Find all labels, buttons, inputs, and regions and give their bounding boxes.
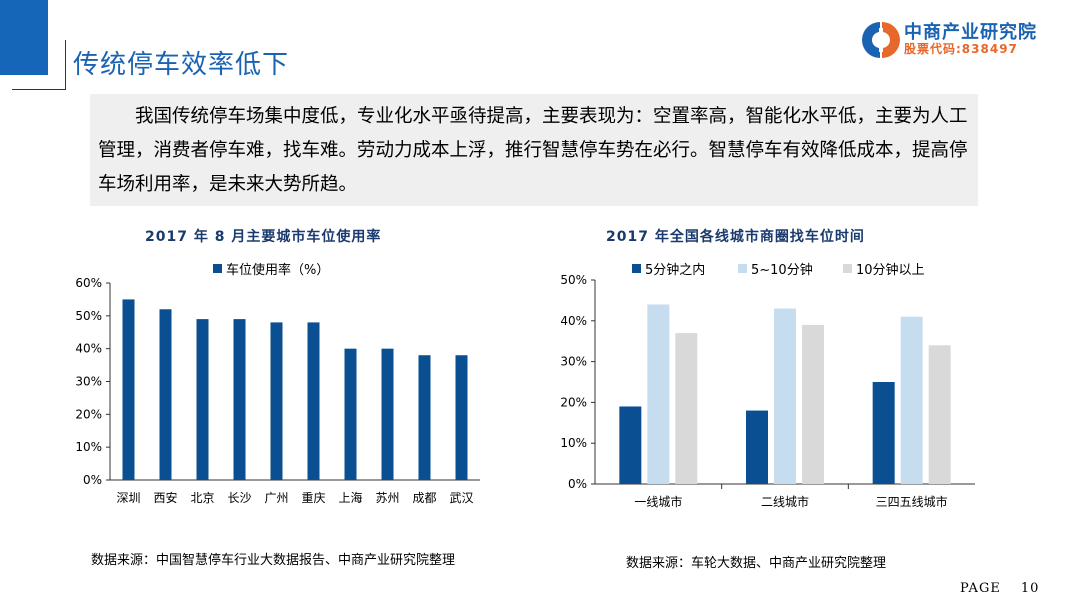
bar bbox=[455, 355, 468, 480]
y-tick-label: 60% bbox=[75, 276, 102, 290]
page-label: PAGE bbox=[960, 581, 1001, 596]
x-tick-label: 长沙 bbox=[227, 491, 251, 505]
legend-swatch bbox=[738, 264, 747, 273]
y-tick-label: 10% bbox=[75, 440, 102, 454]
chart-left-legend: 车位使用率（%） bbox=[213, 259, 329, 278]
legend-swatch bbox=[632, 264, 641, 273]
logo-stock-code: 股票代码:838497 bbox=[904, 42, 1018, 56]
corner-accent-block bbox=[0, 0, 48, 75]
bar bbox=[233, 319, 246, 480]
legend-label: 10分钟以上 bbox=[856, 263, 925, 278]
page-title: 传统停车效率低下 bbox=[73, 50, 290, 80]
legend-label: 车位使用率（%） bbox=[226, 263, 330, 278]
y-tick-label: 10% bbox=[560, 436, 587, 450]
x-tick-label: 二线城市 bbox=[761, 494, 809, 509]
y-tick-label: 0% bbox=[83, 473, 102, 487]
bar bbox=[159, 309, 172, 480]
x-tick-label: 武汉 bbox=[449, 491, 473, 505]
legend-swatch bbox=[843, 264, 852, 273]
y-tick-label: 50% bbox=[75, 309, 102, 323]
y-tick-label: 20% bbox=[560, 395, 587, 409]
source-note-right: 数据来源：车轮大数据、中商产业研究院整理 bbox=[626, 556, 887, 571]
x-tick-label: 广州 bbox=[264, 491, 288, 505]
chart-right: 0% 10% 20% 30% 40% 50% 一线城市 二线城市 三四五线城市 bbox=[560, 273, 975, 509]
legend-label: 5分钟之内 bbox=[645, 263, 706, 278]
x-tick-label: 一线城市 bbox=[634, 494, 682, 509]
bar bbox=[307, 322, 320, 480]
bar bbox=[872, 382, 895, 484]
logo-company-name: 中商产业研究院 bbox=[904, 22, 1037, 43]
bar bbox=[647, 304, 670, 484]
y-tick-label: 40% bbox=[560, 314, 587, 328]
y-tick-label: 0% bbox=[568, 477, 587, 491]
chart-left-title: 2017 年 8 月主要城市车位使用率 bbox=[145, 229, 382, 245]
bar bbox=[619, 406, 642, 484]
y-tick-label: 30% bbox=[75, 375, 102, 389]
chart-right-legend-1: 5分钟之内 bbox=[632, 259, 705, 278]
page-number: 10 bbox=[1020, 581, 1040, 596]
x-tick-label: 西安 bbox=[153, 490, 177, 505]
y-tick-label: 20% bbox=[75, 407, 102, 421]
bar bbox=[122, 299, 135, 480]
x-tick-label: 北京 bbox=[190, 491, 214, 505]
bar bbox=[418, 355, 431, 480]
chart-right-title: 2017 年全国各线城市商圈找车位时间 bbox=[606, 229, 865, 245]
chart-left: 0% 10% 20% 30% 40% 50% 60% 深圳 西安 北京 长沙 广州 重庆 上海 苏州 成都 武汉 bbox=[75, 276, 480, 505]
x-tick-label: 上海 bbox=[338, 490, 362, 505]
chart-right-legend-2: 5~10分钟 bbox=[738, 259, 813, 278]
bar bbox=[675, 333, 698, 484]
bar bbox=[900, 316, 923, 484]
bar bbox=[344, 348, 357, 480]
corner-frame-line bbox=[12, 89, 66, 90]
intro-paragraph: 我国传统停车场集中度低，专业化水平亟待提高，主要表现为：空置率高，智能化水平低，… bbox=[90, 94, 978, 206]
bar bbox=[196, 319, 209, 480]
source-note-left: 数据来源：中国智慧停车行业大数据报告、中商产业研究院整理 bbox=[91, 553, 456, 568]
bar bbox=[928, 345, 951, 484]
chart-right-legend-3: 10分钟以上 bbox=[843, 259, 925, 278]
logo-mark-icon bbox=[862, 22, 900, 58]
x-tick-label: 三四五线城市 bbox=[876, 494, 948, 509]
y-tick-label: 50% bbox=[560, 273, 587, 287]
bar bbox=[381, 348, 394, 480]
y-tick-label: 40% bbox=[75, 342, 102, 356]
legend-swatch bbox=[213, 264, 222, 273]
x-tick-label: 深圳 bbox=[116, 491, 140, 505]
page-footer: PAGE 10 bbox=[960, 581, 1039, 596]
bar bbox=[270, 322, 283, 480]
bar bbox=[774, 308, 796, 484]
bar bbox=[746, 410, 768, 484]
x-tick-label: 成都 bbox=[412, 491, 436, 505]
y-tick-label: 30% bbox=[560, 355, 587, 369]
bar bbox=[802, 324, 824, 484]
company-logo: 中商产业研究院 股票代码:838497 bbox=[858, 18, 1058, 62]
legend-label: 5~10分钟 bbox=[751, 263, 813, 278]
corner-frame-line bbox=[65, 40, 66, 90]
x-tick-label: 苏州 bbox=[375, 491, 399, 505]
x-tick-label: 重庆 bbox=[301, 491, 325, 505]
